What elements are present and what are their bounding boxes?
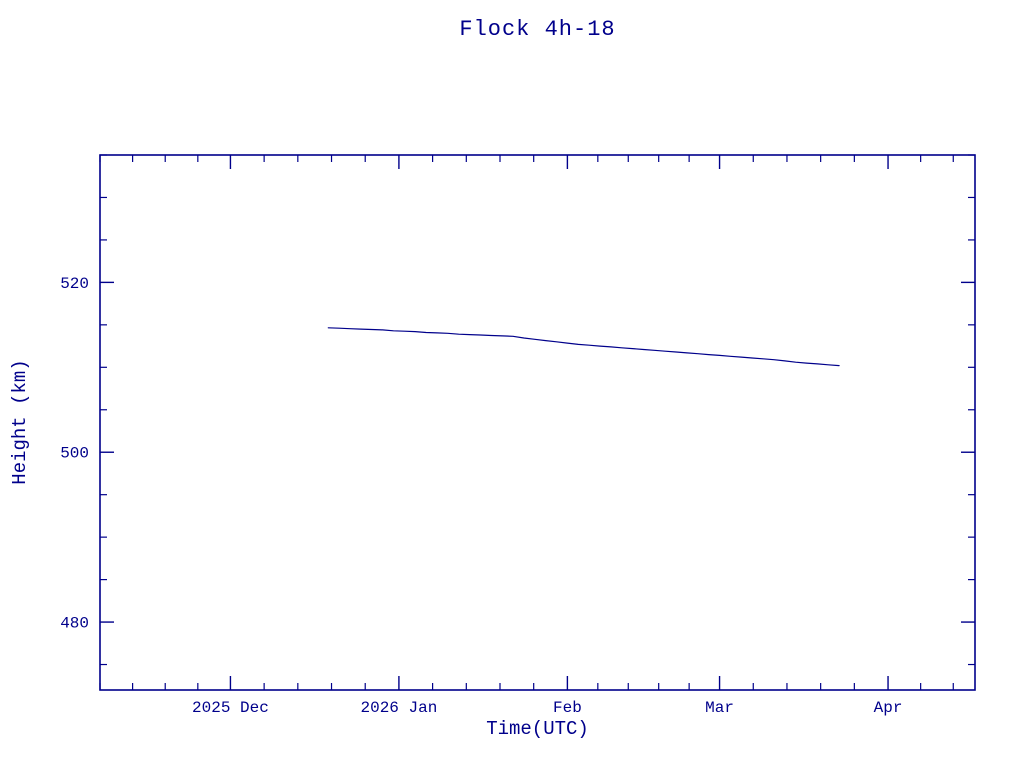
height-series-line (327, 327, 840, 367)
chart-title: Flock 4h-18 (459, 17, 616, 42)
x-tick-label: Apr (874, 699, 903, 717)
y-tick-label: 520 (60, 275, 89, 293)
x-axis-label: Time(UTC) (486, 718, 589, 740)
x-tick-label: Feb (553, 699, 582, 717)
x-tick-label: 2025 Dec (192, 699, 269, 717)
x-tick-label: 2026 Jan (361, 699, 438, 717)
plot-frame (99, 154, 976, 691)
y-tick-label: 480 (60, 615, 89, 633)
y-tick-label: 500 (60, 445, 89, 463)
x-tick-label: Mar (705, 699, 734, 717)
